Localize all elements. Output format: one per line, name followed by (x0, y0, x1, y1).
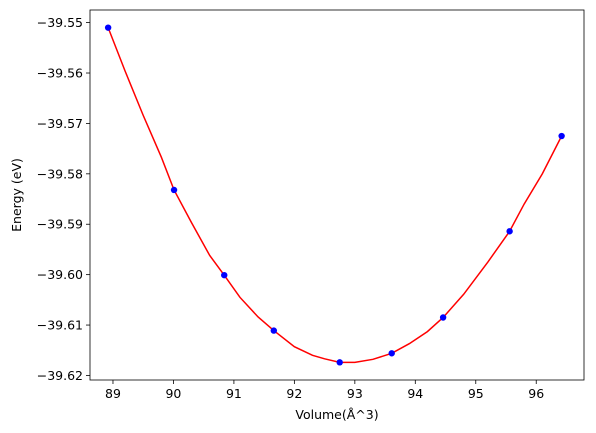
data-point (221, 271, 228, 279)
y-tick-label: −39.58 (37, 166, 83, 181)
y-axis-ticks: −39.55 −39.56 −39.57 −39.58 −39.59 −39.60 −39.… (37, 15, 90, 383)
data-point (439, 314, 447, 321)
y-tick-label: −39.57 (37, 116, 83, 131)
fit-curve-layer (107, 27, 563, 364)
fit-curve (107, 27, 563, 364)
y-tick-label: −39.59 (37, 217, 83, 232)
data-point (270, 327, 278, 334)
x-axis-title: Volume(Å^3) (295, 407, 378, 422)
data-point (506, 228, 513, 235)
plot-area-frame (89, 9, 585, 381)
data-point (336, 359, 343, 366)
x-tick-label: 95 (468, 386, 484, 401)
x-tick-label: 92 (286, 386, 302, 401)
y-axis-title: Energy (eV) (9, 158, 24, 232)
x-tick-label: 94 (407, 386, 423, 401)
y-tick-label: −39.62 (37, 368, 83, 383)
data-point (170, 186, 178, 194)
y-tick-label: −39.61 (37, 318, 83, 333)
x-tick-label: 96 (528, 386, 544, 401)
x-tick-label: 90 (165, 386, 181, 401)
data-point (388, 350, 395, 357)
y-tick-label: −39.56 (37, 66, 83, 81)
x-tick-label: 93 (347, 386, 363, 401)
y-tick-label: −39.60 (37, 267, 83, 282)
x-axis-ticks: 89 90 91 92 93 94 95 96 (105, 380, 544, 401)
x-tick-label: 89 (105, 386, 121, 401)
data-point (558, 132, 565, 140)
data-point (104, 24, 112, 31)
x-tick-label: 91 (226, 386, 242, 401)
y-tick-label: −39.55 (37, 15, 83, 30)
data-points-layer (104, 24, 565, 366)
